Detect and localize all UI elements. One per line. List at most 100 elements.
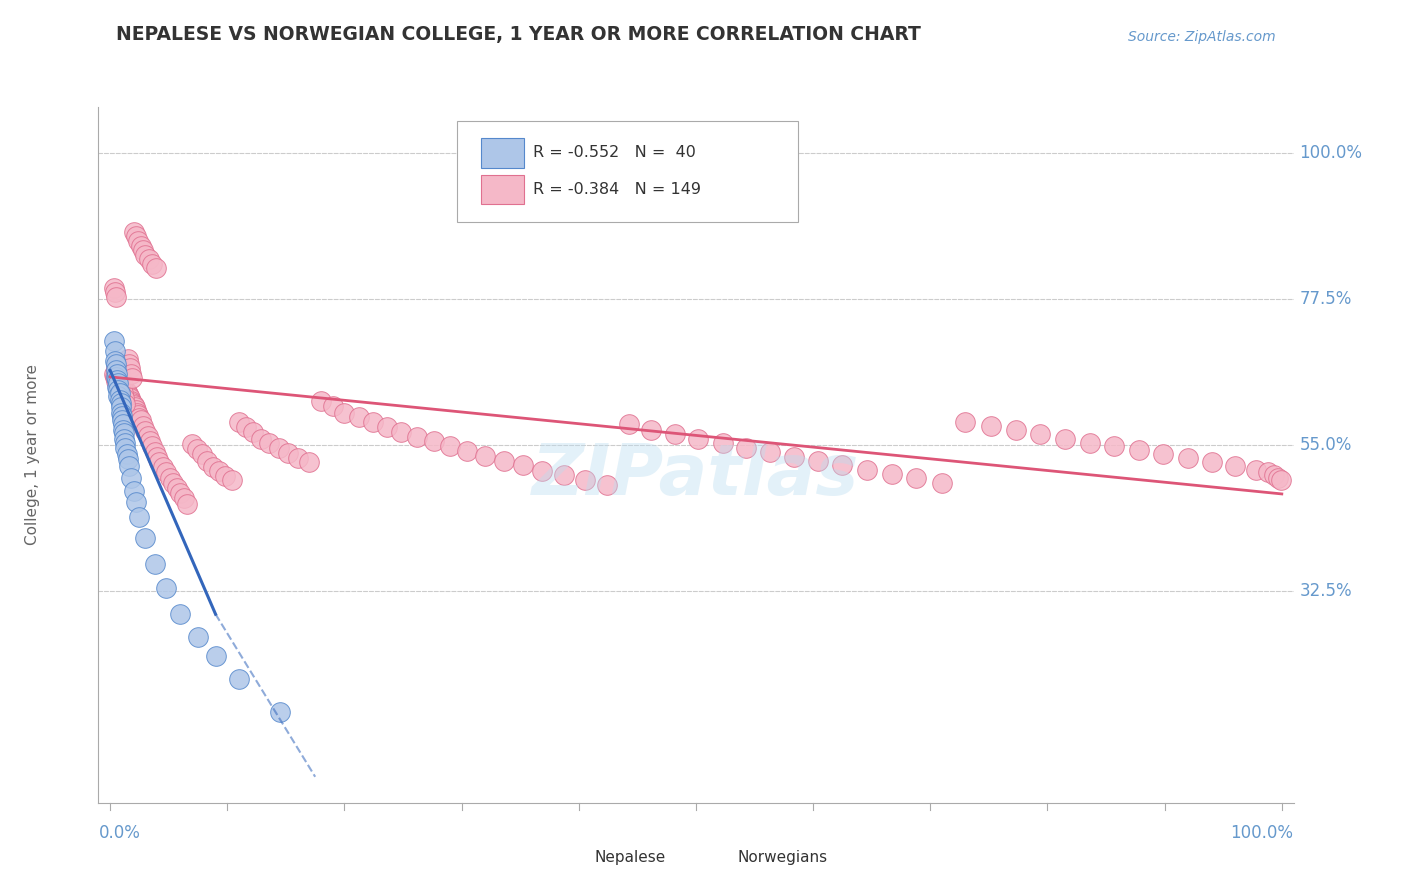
Point (146, 450, 169, 464)
Point (439, 440, 461, 454)
Point (112, 379, 135, 393)
Point (112, 381, 135, 395)
Point (129, 413, 152, 427)
Point (111, 413, 134, 427)
Text: 77.5%: 77.5% (1299, 290, 1351, 308)
Point (361, 416, 384, 430)
Point (108, 386, 131, 401)
Text: College, 1 year or more: College, 1 year or more (25, 365, 41, 545)
Point (111, 381, 134, 395)
Point (1153, 447, 1175, 461)
Point (104, 353, 127, 368)
Point (1257, 466, 1279, 480)
Point (688, 433, 710, 447)
Point (1267, 471, 1289, 485)
Point (108, 372, 131, 386)
Point (422, 434, 444, 449)
Point (807, 454, 830, 468)
Text: NEPALESE VS NORWEGIAN COLLEGE, 1 YEAR OR MORE CORRELATION CHART: NEPALESE VS NORWEGIAN COLLEGE, 1 YEAR OR… (117, 25, 921, 45)
Point (456, 444, 478, 458)
Point (333, 406, 356, 420)
Point (115, 447, 138, 461)
Point (155, 581, 177, 595)
Point (474, 449, 496, 463)
Point (287, 451, 309, 466)
Point (107, 360, 129, 375)
Point (114, 442, 136, 456)
Point (322, 399, 344, 413)
Point (107, 369, 129, 384)
Point (831, 458, 853, 473)
Point (103, 334, 125, 348)
Point (121, 396, 143, 410)
Point (112, 432, 135, 446)
Text: Norwegians: Norwegians (738, 849, 828, 864)
Point (267, 442, 290, 456)
Point (111, 409, 134, 423)
Point (117, 387, 139, 401)
Point (112, 417, 135, 432)
Point (110, 381, 132, 395)
Point (553, 468, 575, 483)
Point (114, 396, 136, 410)
Point (905, 471, 928, 485)
Point (104, 343, 127, 358)
Point (856, 463, 879, 477)
Point (114, 384, 136, 398)
Point (107, 376, 129, 391)
Point (221, 473, 243, 487)
Point (132, 418, 155, 433)
Point (197, 454, 219, 468)
Point (108, 365, 131, 379)
Point (104, 285, 127, 300)
Point (127, 234, 149, 248)
Point (122, 225, 145, 239)
Point (1078, 435, 1101, 450)
Point (531, 463, 554, 477)
Point (640, 423, 662, 437)
Text: Nepalese: Nepalese (595, 849, 665, 864)
Point (105, 367, 128, 381)
Point (127, 406, 149, 420)
Point (202, 459, 225, 474)
Point (735, 441, 758, 455)
Point (105, 379, 128, 393)
Point (389, 425, 412, 439)
Point (250, 432, 273, 446)
Point (375, 420, 398, 434)
Point (880, 467, 903, 482)
Point (208, 464, 231, 478)
Point (138, 252, 160, 267)
Point (120, 361, 141, 376)
Point (1270, 473, 1292, 487)
Point (127, 409, 149, 423)
Point (105, 361, 128, 376)
Point (118, 357, 141, 371)
Point (1263, 468, 1285, 483)
Point (129, 238, 152, 252)
Point (112, 426, 135, 441)
Text: 100.0%: 100.0% (1230, 823, 1294, 842)
Point (107, 383, 129, 397)
Point (139, 434, 162, 449)
Point (269, 705, 291, 719)
Point (1201, 455, 1223, 469)
Point (152, 460, 174, 475)
Point (103, 367, 125, 381)
Point (132, 243, 155, 257)
Point (120, 393, 142, 408)
FancyBboxPatch shape (555, 845, 592, 870)
Point (125, 495, 148, 509)
Point (115, 392, 138, 406)
Point (122, 483, 145, 498)
Point (259, 436, 281, 450)
Point (136, 429, 159, 443)
Point (110, 406, 132, 420)
Point (228, 415, 250, 429)
Point (1244, 463, 1267, 477)
Point (112, 385, 135, 400)
Point (980, 419, 1002, 434)
FancyBboxPatch shape (481, 175, 524, 203)
Point (112, 386, 135, 401)
Point (148, 455, 170, 469)
